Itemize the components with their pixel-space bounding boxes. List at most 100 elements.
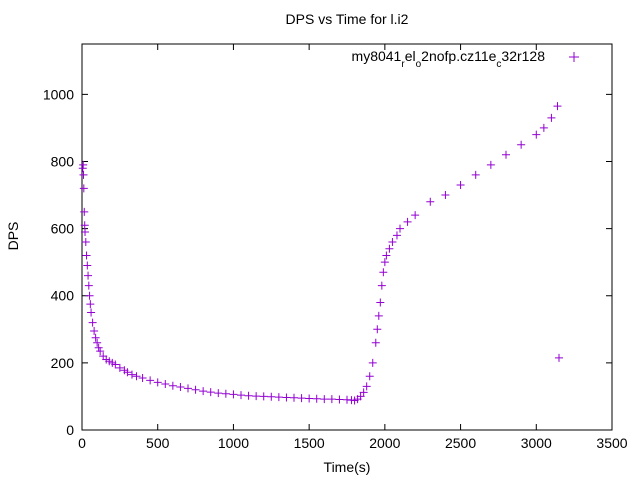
- data-point: [252, 392, 261, 401]
- data-point: [132, 372, 141, 381]
- data-point: [382, 251, 391, 260]
- data-point: [362, 382, 371, 391]
- data-point: [290, 393, 298, 402]
- legend-label: my8041relo2nofp.cz11ec32r128: [352, 48, 546, 70]
- data-point: [199, 387, 208, 396]
- data-point: [376, 298, 385, 307]
- data-point: [312, 394, 321, 403]
- data-point: [388, 238, 397, 247]
- data-point: [87, 308, 96, 317]
- data-point: [486, 160, 495, 169]
- data-point: [305, 394, 314, 403]
- y-tick-label: 0: [66, 422, 74, 438]
- data-point: [368, 358, 377, 367]
- chart-title: DPS vs Time for l.i2: [286, 11, 409, 27]
- y-tick-label: 200: [51, 355, 75, 371]
- data-point: [274, 393, 283, 402]
- data-point: [359, 388, 368, 397]
- data-point: [244, 391, 253, 400]
- data-point: [84, 281, 93, 290]
- data-point: [214, 389, 223, 398]
- data-point: [553, 102, 562, 111]
- x-tick-label: 1500: [294, 435, 325, 451]
- data-point: [91, 333, 100, 342]
- data-point: [365, 372, 374, 381]
- data-point: [267, 392, 276, 401]
- x-tick-label: 3500: [596, 435, 627, 451]
- data-point: [320, 395, 329, 404]
- data-point: [83, 261, 92, 270]
- data-point: [385, 244, 394, 253]
- data-point: [206, 388, 215, 397]
- y-tick-label: 1000: [43, 86, 74, 102]
- data-point: [221, 389, 230, 398]
- x-tick-label: 3000: [521, 435, 552, 451]
- y-tick-label: 800: [51, 153, 75, 169]
- data-point: [380, 258, 389, 267]
- data-point: [146, 376, 155, 385]
- data-point: [86, 300, 95, 309]
- data-point: [85, 291, 94, 300]
- data-point: [547, 113, 556, 122]
- plot-frame: [81, 43, 613, 431]
- data-point: [237, 391, 245, 400]
- data-point: [555, 353, 563, 362]
- x-tick-label: 500: [146, 435, 170, 451]
- data-points: [78, 102, 563, 405]
- data-point: [82, 251, 91, 260]
- data-point: [373, 325, 382, 334]
- data-point: [335, 395, 344, 404]
- legend: my8041relo2nofp.cz11ec32r128: [352, 48, 579, 70]
- data-point: [94, 343, 103, 352]
- data-point: [79, 160, 88, 169]
- data-point: [456, 180, 465, 189]
- data-point: [371, 338, 380, 347]
- data-point: [79, 170, 88, 179]
- x-tick-label: 2000: [369, 435, 400, 451]
- data-point: [377, 281, 386, 290]
- data-point: [441, 191, 450, 200]
- data-point: [282, 393, 291, 402]
- data-point: [259, 392, 268, 401]
- data-point: [123, 368, 132, 377]
- data-point: [80, 221, 89, 230]
- x-tick-label: 2500: [445, 435, 476, 451]
- data-point: [327, 395, 336, 404]
- x-axis-label: Time(s): [324, 459, 371, 475]
- data-point: [80, 207, 89, 216]
- data-point: [161, 380, 170, 389]
- data-point: [392, 231, 401, 240]
- data-point: [379, 268, 388, 277]
- data-point: [539, 123, 548, 132]
- data-point: [356, 392, 365, 401]
- x-tick-label: 1000: [218, 435, 249, 451]
- data-point: [90, 326, 99, 335]
- data-point: [81, 238, 90, 247]
- data-point: [176, 383, 185, 392]
- data-point: [115, 363, 124, 372]
- data-point: [502, 150, 510, 159]
- ticks-layer: 0 500 1000 1500 2000 2500 3000 3500 0 200 400 600 80…: [43, 44, 628, 451]
- data-point: [532, 130, 541, 139]
- data-point: [93, 338, 102, 347]
- y-tick-label: 400: [51, 288, 75, 304]
- data-point: [184, 384, 192, 393]
- data-point: [111, 360, 120, 369]
- data-point: [191, 385, 200, 394]
- data-point: [396, 224, 404, 233]
- data-point: [411, 211, 420, 220]
- data-point: [138, 373, 147, 382]
- data-point: [471, 170, 480, 179]
- data-point: [229, 390, 238, 399]
- data-point: [374, 311, 383, 320]
- y-tick-label: 600: [51, 221, 75, 237]
- data-point: [81, 227, 90, 236]
- data-point: [517, 140, 526, 149]
- data-point: [127, 370, 136, 379]
- data-point: [96, 347, 105, 356]
- data-point: [88, 318, 97, 327]
- x-tick-label: 0: [78, 435, 86, 451]
- data-point: [168, 381, 177, 390]
- data-point: [84, 271, 93, 280]
